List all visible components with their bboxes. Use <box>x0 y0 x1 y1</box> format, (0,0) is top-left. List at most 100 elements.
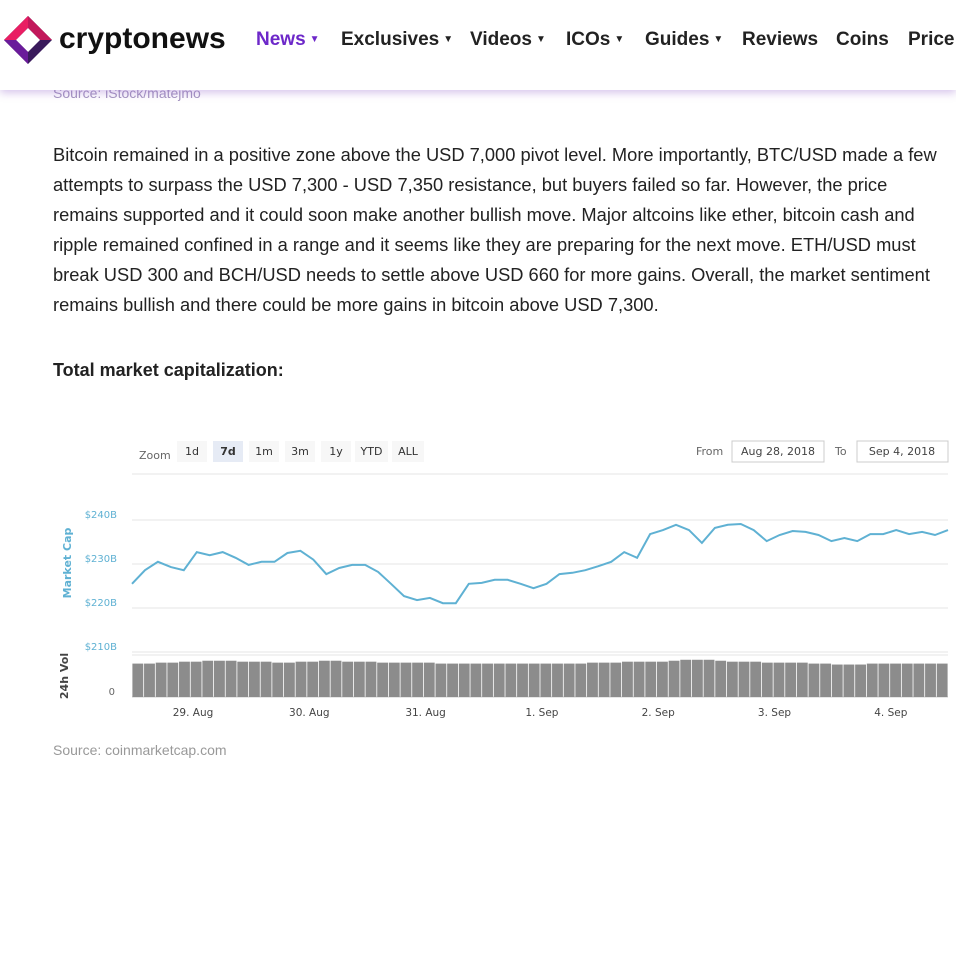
volume-bar <box>633 661 645 697</box>
volume-bar <box>517 663 528 697</box>
volume-bar <box>179 661 190 697</box>
heading: Total market capitalization: <box>53 360 284 380</box>
volume-bar <box>552 663 563 697</box>
zoom-button[interactable] <box>213 441 243 462</box>
to-value[interactable]: Sep 4, 2018 <box>869 445 935 458</box>
logo-icon[interactable] <box>2 14 58 70</box>
nav-item[interactable]: Videos ▼ <box>470 29 546 51</box>
caret: ▼ <box>713 34 724 45</box>
volume-bar <box>878 663 890 697</box>
volume-bar <box>645 661 657 697</box>
volume-bar <box>237 661 249 697</box>
x-tick-label: 1. Sep <box>525 707 558 719</box>
volume-bar <box>528 663 540 697</box>
volume-bar <box>761 662 773 697</box>
volume-bar <box>668 660 680 697</box>
nav-label[interactable]: Coins <box>836 29 889 50</box>
brand[interactable]: cryptonews <box>59 22 226 55</box>
volume-bar <box>750 661 762 697</box>
y-tick-label: $220B <box>85 598 117 609</box>
volume-bar <box>540 663 552 697</box>
zoom-button[interactable] <box>392 441 424 462</box>
nav-label[interactable]: Exclusives <box>341 29 440 50</box>
nav-label[interactable]: Guides <box>645 29 710 50</box>
y-tick-label: $230B <box>85 554 117 565</box>
volume-bar <box>190 661 202 697</box>
caret: ▼ <box>309 34 320 45</box>
from-value[interactable]: Aug 28, 2018 <box>741 445 815 458</box>
from-label: From <box>696 445 723 458</box>
zoom-button[interactable] <box>177 441 207 462</box>
zoom-button[interactable] <box>355 441 388 462</box>
volume-bar <box>680 659 692 697</box>
nav-label[interactable]: ICOs <box>566 29 611 50</box>
x-tick-label: 30. Aug <box>289 707 330 719</box>
volume-bar <box>167 662 179 697</box>
volume-bar <box>155 662 167 697</box>
volume-bar <box>715 660 727 697</box>
nav-item[interactable]: Exclusives ▼ <box>341 29 453 51</box>
zoom-button-label[interactable]: YTD <box>360 445 383 458</box>
x-tick-label: 29. Aug <box>173 707 214 719</box>
volume-bar <box>831 664 843 697</box>
volume-bar <box>656 661 668 697</box>
volume-bar <box>365 661 377 697</box>
zoom-button[interactable] <box>321 441 351 462</box>
zoom-button-label[interactable]: 7d <box>220 445 236 458</box>
volume-bar <box>225 660 237 697</box>
volume-bar <box>447 663 458 697</box>
zoom-button-label[interactable]: 3m <box>291 445 309 458</box>
volume-bar <box>575 663 587 697</box>
zoom-button-label[interactable]: 1m <box>255 445 273 458</box>
market-cap-line <box>131 522 949 605</box>
caret: ▼ <box>614 34 625 45</box>
volume-bar <box>248 661 260 697</box>
volume-bar <box>283 662 295 697</box>
volume-bar <box>587 662 598 697</box>
volume-bar <box>843 664 855 697</box>
volume-bar <box>353 661 365 697</box>
to-input[interactable] <box>856 440 949 463</box>
caret: ▼ <box>535 34 546 45</box>
volume-bar <box>482 663 493 697</box>
volume-bar <box>622 661 633 697</box>
volume-bar <box>505 663 517 697</box>
volume-bar <box>493 663 505 697</box>
volume-bar <box>820 663 832 697</box>
nav-item[interactable]: ICOs ▼ <box>566 29 624 51</box>
volume-bar <box>377 662 389 697</box>
volume-bar <box>272 662 284 697</box>
volume-bar <box>738 661 750 697</box>
nav-item[interactable]: Coins <box>836 29 889 51</box>
volume-bar <box>610 662 622 697</box>
nav-label[interactable]: Videos <box>470 29 532 50</box>
zoom-button[interactable] <box>285 441 315 462</box>
volume-bar <box>260 661 272 697</box>
volume-bar <box>808 663 820 697</box>
nav-label[interactable]: News <box>256 29 306 50</box>
nav-item[interactable]: Reviews <box>742 29 818 51</box>
volume-bar <box>330 660 342 697</box>
volume-bar <box>796 662 808 697</box>
volume-bar <box>925 663 936 697</box>
to-label: To <box>834 445 847 458</box>
volume-bar <box>435 663 447 697</box>
zoom-button-label[interactable]: 1d <box>185 445 199 458</box>
nav-label[interactable]: Reviews <box>742 29 819 50</box>
volume-bar <box>936 663 948 697</box>
volume-bar <box>458 663 470 697</box>
zoom-button[interactable] <box>249 441 279 462</box>
nav-item[interactable]: Guides ▼ <box>645 29 723 51</box>
zoom-button-label[interactable]: 1y <box>329 445 343 458</box>
y-tick-label: $210B <box>85 642 117 653</box>
y-axis-title: Market Cap <box>61 528 74 599</box>
zoom-button-label[interactable]: ALL <box>398 445 419 458</box>
from-input[interactable] <box>731 440 825 463</box>
nav-label[interactable]: Price <box>908 29 955 50</box>
nav-item[interactable]: Price <box>908 29 954 51</box>
nav-item[interactable]: News ▼ <box>256 29 320 51</box>
volume-bar <box>901 663 913 697</box>
paragraph: Bitcoin remained in a positive zone abov… <box>53 144 937 315</box>
volume-bar <box>388 662 400 697</box>
